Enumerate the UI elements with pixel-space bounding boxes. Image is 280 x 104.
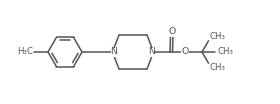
Text: O: O: [168, 27, 176, 37]
Text: CH₃: CH₃: [209, 63, 225, 72]
Text: O: O: [181, 48, 189, 56]
Text: CH₃: CH₃: [209, 32, 225, 41]
Text: N: N: [149, 48, 155, 56]
Text: CH₃: CH₃: [217, 48, 233, 56]
Text: N: N: [111, 48, 117, 56]
Text: H₃C: H₃C: [17, 48, 33, 56]
